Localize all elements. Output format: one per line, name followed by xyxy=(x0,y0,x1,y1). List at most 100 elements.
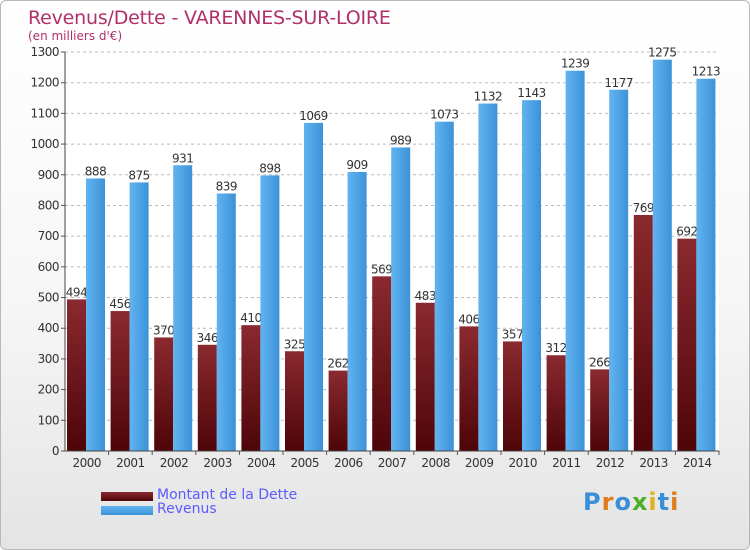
bar-revenus-2011 xyxy=(565,70,585,452)
legend-swatch-revenus xyxy=(101,506,153,515)
y-tick-label: 1300 xyxy=(30,45,59,59)
bar-revenus-2006 xyxy=(347,172,367,451)
data-label-revenus: 875 xyxy=(128,168,149,182)
data-label-dette: 357 xyxy=(502,327,523,341)
data-label-revenus: 1143 xyxy=(517,86,546,100)
y-tick-label: 1000 xyxy=(30,137,59,151)
bar-dette-2005 xyxy=(285,351,304,451)
data-label-revenus: 1275 xyxy=(648,46,677,60)
bar-revenus-2000 xyxy=(86,178,105,451)
y-tick-label: 300 xyxy=(38,352,59,366)
x-tick-label: 2008 xyxy=(421,456,450,470)
x-tick-label: 2011 xyxy=(552,456,581,470)
data-label-revenus: 1073 xyxy=(430,108,459,122)
data-label-revenus: 1069 xyxy=(299,109,328,123)
bar-dette-2006 xyxy=(328,370,348,451)
data-label-dette: 370 xyxy=(153,323,174,337)
data-label-dette: 406 xyxy=(458,312,479,326)
data-label-dette: 569 xyxy=(371,262,392,276)
data-label-revenus: 898 xyxy=(259,161,280,175)
data-label-revenus: 989 xyxy=(390,133,411,147)
data-label-revenus: 931 xyxy=(172,151,193,165)
bar-revenus-2003 xyxy=(216,193,236,452)
legend-label-revenus: Revenus xyxy=(157,501,217,517)
data-label-dette: 262 xyxy=(327,357,348,371)
bar-revenus-2010 xyxy=(522,100,541,451)
y-tick-label: 700 xyxy=(38,229,59,243)
bar-dette-2007 xyxy=(372,276,392,451)
x-tick-label: 2000 xyxy=(73,456,102,470)
x-tick-label: 2009 xyxy=(465,456,494,470)
bar-revenus-2002 xyxy=(173,165,193,451)
data-label-dette: 346 xyxy=(197,331,218,345)
bar-dette-2008 xyxy=(415,302,435,451)
data-label-dette: 410 xyxy=(240,311,261,325)
bar-dette-2000 xyxy=(67,299,86,451)
data-label-dette: 483 xyxy=(415,289,436,303)
bar-dette-2014 xyxy=(677,238,697,451)
bar-revenus-2014 xyxy=(696,78,716,452)
proxiti-logo: Proxiti xyxy=(583,488,679,516)
bar-dette-2009 xyxy=(459,326,479,451)
bar-dette-2011 xyxy=(546,355,566,451)
logo-letter: t xyxy=(657,488,671,516)
logo-letter: P xyxy=(583,488,602,516)
data-label-dette: 692 xyxy=(676,225,697,239)
chart-subtitle: (en milliers d'€) xyxy=(28,29,123,43)
data-label-revenus: 1177 xyxy=(604,76,633,90)
data-label-dette: 494 xyxy=(66,285,87,299)
logo-letter: o xyxy=(614,488,632,516)
y-tick-label: 800 xyxy=(38,198,59,212)
bar-revenus-2008 xyxy=(434,121,454,451)
data-label-revenus: 1239 xyxy=(561,57,590,71)
y-tick-label: 100 xyxy=(38,413,59,427)
legend-swatch-dette xyxy=(101,492,153,501)
x-tick-label: 2002 xyxy=(160,456,189,470)
y-tick-label: 600 xyxy=(38,260,59,274)
data-label-dette: 266 xyxy=(589,355,610,369)
x-tick-label: 2004 xyxy=(247,456,276,470)
bar-revenus-2004 xyxy=(260,175,280,452)
bar-revenus-2013 xyxy=(652,59,672,452)
data-label-revenus: 1132 xyxy=(474,90,503,104)
x-tick-label: 2003 xyxy=(203,456,232,470)
y-tick-label: 0 xyxy=(52,444,59,458)
bar-dette-2002 xyxy=(154,337,174,451)
y-tick-label: 1100 xyxy=(30,106,59,120)
data-label-dette: 769 xyxy=(633,201,654,215)
bar-revenus-2009 xyxy=(478,103,498,451)
y-tick-label: 400 xyxy=(38,321,59,335)
bar-revenus-2001 xyxy=(129,182,149,451)
bar-dette-2013 xyxy=(633,214,653,451)
x-tick-label: 2005 xyxy=(291,456,320,470)
legend-label-dette: Montant de la Dette xyxy=(157,487,298,503)
data-label-dette: 325 xyxy=(284,337,305,351)
bar-revenus-2012 xyxy=(609,89,629,452)
logo-letter: x xyxy=(631,488,649,516)
logo-letter: i xyxy=(648,488,658,516)
data-label-revenus: 839 xyxy=(216,179,237,193)
logo-letter: r xyxy=(601,488,615,516)
x-tick-label: 2014 xyxy=(683,456,712,470)
y-tick-label: 500 xyxy=(38,291,59,305)
logo-letter: i xyxy=(670,488,680,516)
x-tick-label: 2001 xyxy=(116,456,145,470)
data-label-dette: 456 xyxy=(109,297,130,311)
data-label-dette: 312 xyxy=(545,341,566,355)
bar-dette-2010 xyxy=(503,341,522,451)
bar-dette-2004 xyxy=(241,325,261,451)
bar-dette-2003 xyxy=(197,344,217,451)
bar-dette-2012 xyxy=(590,369,610,451)
bar-revenus-2005 xyxy=(304,122,323,451)
bar-dette-2001 xyxy=(110,311,130,451)
x-tick-label: 2013 xyxy=(639,456,668,470)
bar-revenus-2007 xyxy=(391,147,411,452)
data-label-revenus: 1213 xyxy=(692,65,721,79)
x-tick-label: 2006 xyxy=(334,456,363,470)
x-tick-label: 2012 xyxy=(596,456,625,470)
x-tick-label: 2010 xyxy=(509,456,538,470)
y-tick-label: 900 xyxy=(38,168,59,182)
data-label-revenus: 888 xyxy=(85,164,106,178)
